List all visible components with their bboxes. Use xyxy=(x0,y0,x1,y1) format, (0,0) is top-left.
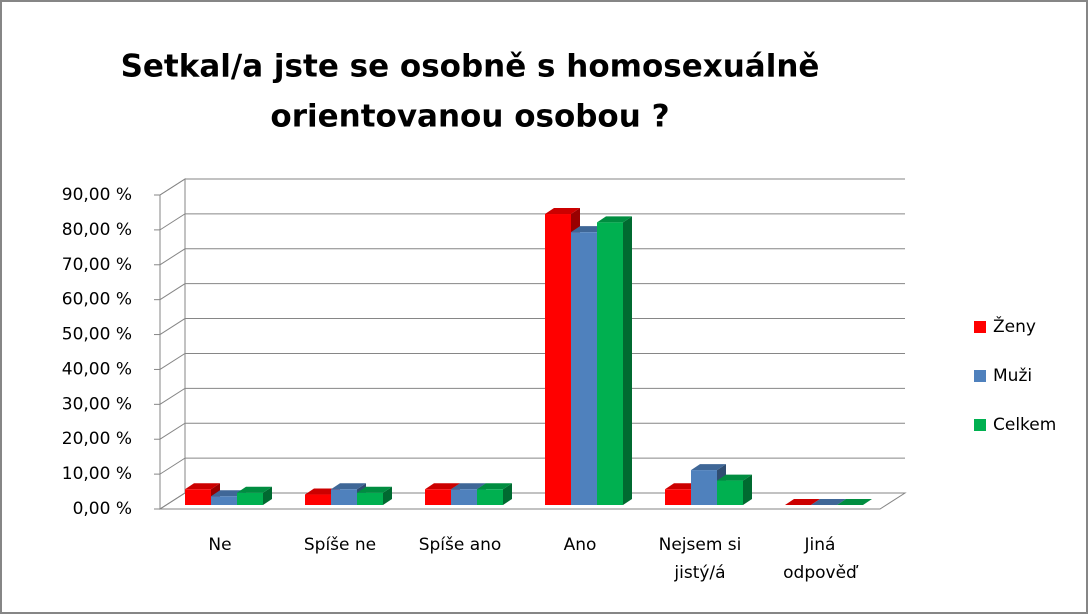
grid-line xyxy=(159,213,905,231)
bar-side xyxy=(263,486,272,505)
y-tick-label: 30,00 % xyxy=(62,394,132,414)
grid-line xyxy=(159,387,905,405)
bar-front xyxy=(451,489,477,505)
y-tick-label: 60,00 % xyxy=(62,290,132,310)
bar-front xyxy=(665,489,691,505)
chart-title: orientovanou osobou ? xyxy=(270,99,669,135)
bar xyxy=(357,486,392,505)
bar-side xyxy=(383,486,392,505)
bar xyxy=(597,216,632,505)
legend-swatch xyxy=(974,419,986,431)
bar-front xyxy=(237,492,263,505)
bar-front xyxy=(545,214,571,505)
bar-side xyxy=(623,216,632,505)
grid-line xyxy=(159,283,905,301)
y-tick-label: 20,00 % xyxy=(62,429,132,449)
bar-front xyxy=(357,492,383,505)
y-tick-label: 40,00 % xyxy=(62,359,132,379)
legend-swatch xyxy=(974,321,986,333)
bar-top xyxy=(691,464,726,471)
x-tick-label: Spíše ne xyxy=(304,535,376,555)
grid-line xyxy=(159,248,905,266)
bar-top xyxy=(237,486,272,493)
x-tick-label: Ne xyxy=(208,535,231,555)
y-tick-label: 80,00 % xyxy=(62,220,132,240)
y-tick-label: 90,00 % xyxy=(62,185,132,205)
bar-front xyxy=(185,489,211,505)
bar-top xyxy=(331,483,366,490)
bar-top xyxy=(785,499,820,505)
x-tick-label: Spíše ano xyxy=(419,535,502,555)
bar xyxy=(717,474,752,505)
grid-line xyxy=(159,318,905,335)
bar-front xyxy=(571,232,597,505)
y-tick-label: 10,00 % xyxy=(62,464,132,484)
bar-top xyxy=(357,486,392,493)
bar-front xyxy=(331,489,357,505)
x-tick-label: Nejsem si xyxy=(659,535,742,555)
grid-line xyxy=(159,457,905,475)
y-tick-label: 50,00 % xyxy=(62,325,132,345)
bar-side xyxy=(503,483,512,505)
legend-label: Celkem xyxy=(993,415,1056,435)
y-tick-label: 70,00 % xyxy=(62,255,132,275)
legend-label: Ženy xyxy=(993,315,1036,337)
bar-side xyxy=(743,474,752,505)
x-tick-label: jistý/á xyxy=(673,563,725,583)
x-tick-label: odpověď xyxy=(783,563,859,583)
legend-swatch xyxy=(974,370,986,382)
bar-top xyxy=(811,499,846,505)
y-tick-label: 0,00 % xyxy=(73,499,132,519)
bar-front xyxy=(477,489,503,505)
bar-front xyxy=(597,222,623,505)
bar-top xyxy=(545,208,580,215)
grid-line xyxy=(159,352,905,370)
x-tick-label: Ano xyxy=(564,535,597,555)
bar-front xyxy=(717,480,743,505)
legend-label: Muži xyxy=(993,366,1032,386)
bar-top xyxy=(185,483,220,490)
bar-front xyxy=(211,496,237,505)
grid-line xyxy=(159,422,905,440)
bar xyxy=(811,499,846,505)
bar-top xyxy=(477,483,512,490)
chart-title: Setkal/a jste se osobně s homosexuálně xyxy=(121,49,820,85)
bar-top xyxy=(717,474,752,481)
bar xyxy=(237,486,272,505)
bar-front xyxy=(305,494,331,505)
x-tick-label: Jiná xyxy=(804,535,836,555)
bar-top xyxy=(597,216,632,223)
bar-front xyxy=(425,489,451,505)
bar xyxy=(785,499,820,505)
bar-top xyxy=(451,483,486,490)
grid-line xyxy=(159,178,905,196)
bar-front xyxy=(691,470,717,505)
bar xyxy=(477,483,512,505)
bar-top xyxy=(837,499,872,505)
bar xyxy=(837,499,872,505)
bar-top xyxy=(425,483,460,490)
